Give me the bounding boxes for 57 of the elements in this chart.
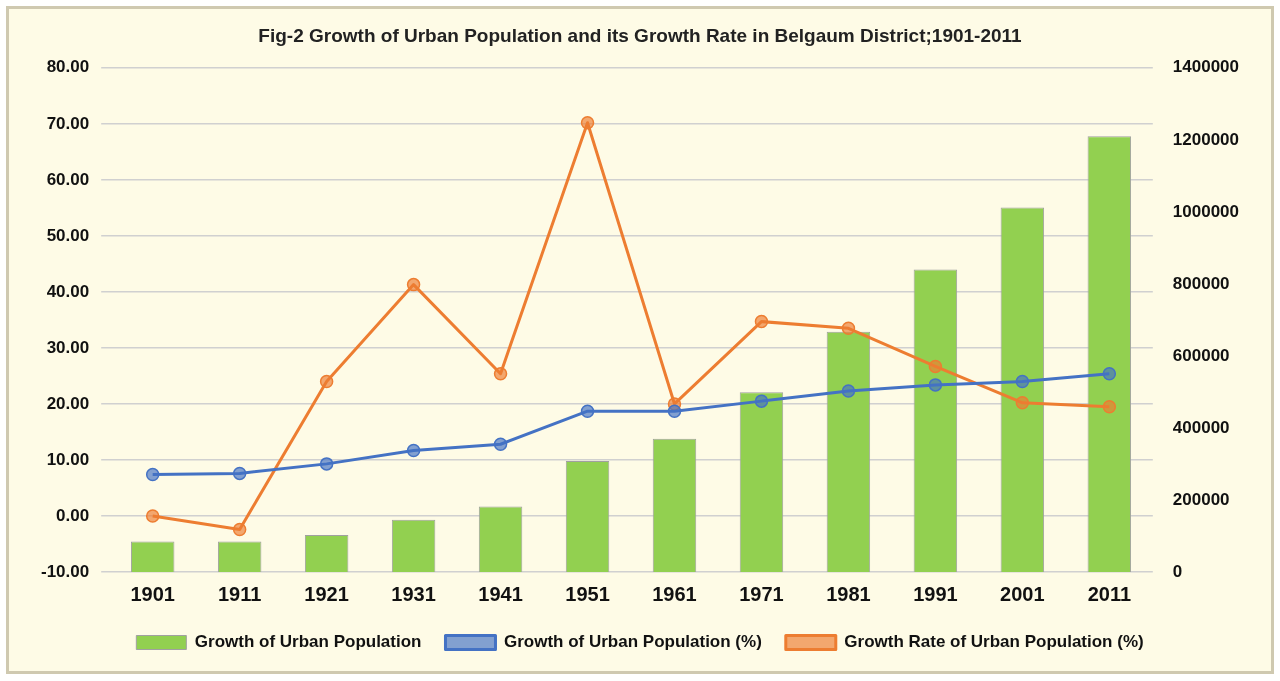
y-tick-label: 70.00 (46, 113, 90, 133)
point (232, 466, 247, 481)
legend-label: Growth of Urban Population (194, 632, 422, 652)
y2-tick-label: 1000000 (1172, 201, 1240, 221)
y-tick-label: 40.00 (46, 281, 90, 301)
x-tick-label: 1951 (565, 582, 610, 605)
x-tick-label: 1981 (826, 582, 871, 605)
point (493, 366, 508, 381)
y-tick-label: 0.00 (56, 505, 90, 525)
point (754, 314, 769, 329)
y2-tick-label: 200000 (1172, 489, 1230, 509)
point (754, 394, 769, 408)
chart-title: Fig-2 Growth of Urban Population and its Growth Rate in Belgaum District;1901-2011 (258, 24, 1023, 46)
point (928, 378, 943, 392)
point (145, 467, 160, 482)
x-tick-label: 1991 (913, 582, 958, 605)
point (580, 404, 595, 418)
y-tick-label: 30.00 (46, 337, 90, 357)
point (1015, 396, 1030, 410)
x-tick-label: 1971 (739, 582, 784, 605)
x-tick-label: 1921 (304, 582, 349, 605)
y-tick-label: -10.00 (41, 561, 90, 581)
legend-label: Growth of Urban Population (%) (503, 632, 762, 652)
x-tick-label: 1911 (217, 582, 262, 605)
y2-tick-label: 1200000 (1172, 129, 1240, 149)
y2-tick-label: 0 (1172, 561, 1183, 581)
point (232, 522, 247, 537)
point (928, 359, 943, 374)
point (1102, 399, 1117, 414)
y-tick-label: 10.00 (46, 449, 90, 469)
point (1015, 374, 1030, 389)
point (493, 437, 508, 452)
x-tick-label: 1931 (391, 582, 436, 605)
point (841, 384, 856, 398)
point (145, 509, 160, 523)
x-tick-label: 1901 (130, 582, 175, 605)
point (319, 457, 334, 471)
point (841, 321, 856, 336)
point (406, 277, 421, 292)
point (580, 115, 595, 130)
point (406, 443, 421, 458)
y-tick-label: 50.00 (46, 225, 90, 245)
point (667, 404, 682, 418)
x-tick-label: 2011 (1087, 582, 1132, 605)
legend-label: Growth Rate of Urban Population (%) (844, 632, 1144, 652)
x-tick-label: 1941 (478, 582, 523, 605)
y2-tick-label: 1400000 (1172, 57, 1240, 77)
y-tick-label: 20.00 (46, 393, 90, 413)
y-tick-label: 80.00 (46, 57, 90, 77)
y2-tick-label: 600000 (1172, 345, 1230, 365)
point (1102, 366, 1117, 381)
point (319, 374, 334, 389)
y-tick-label: 60.00 (46, 169, 90, 189)
y2-tick-label: 400000 (1172, 417, 1230, 437)
x-tick-label: 2001 (1000, 582, 1045, 605)
y2-tick-label: 800000 (1172, 273, 1230, 293)
x-tick-label: 1961 (652, 582, 697, 605)
